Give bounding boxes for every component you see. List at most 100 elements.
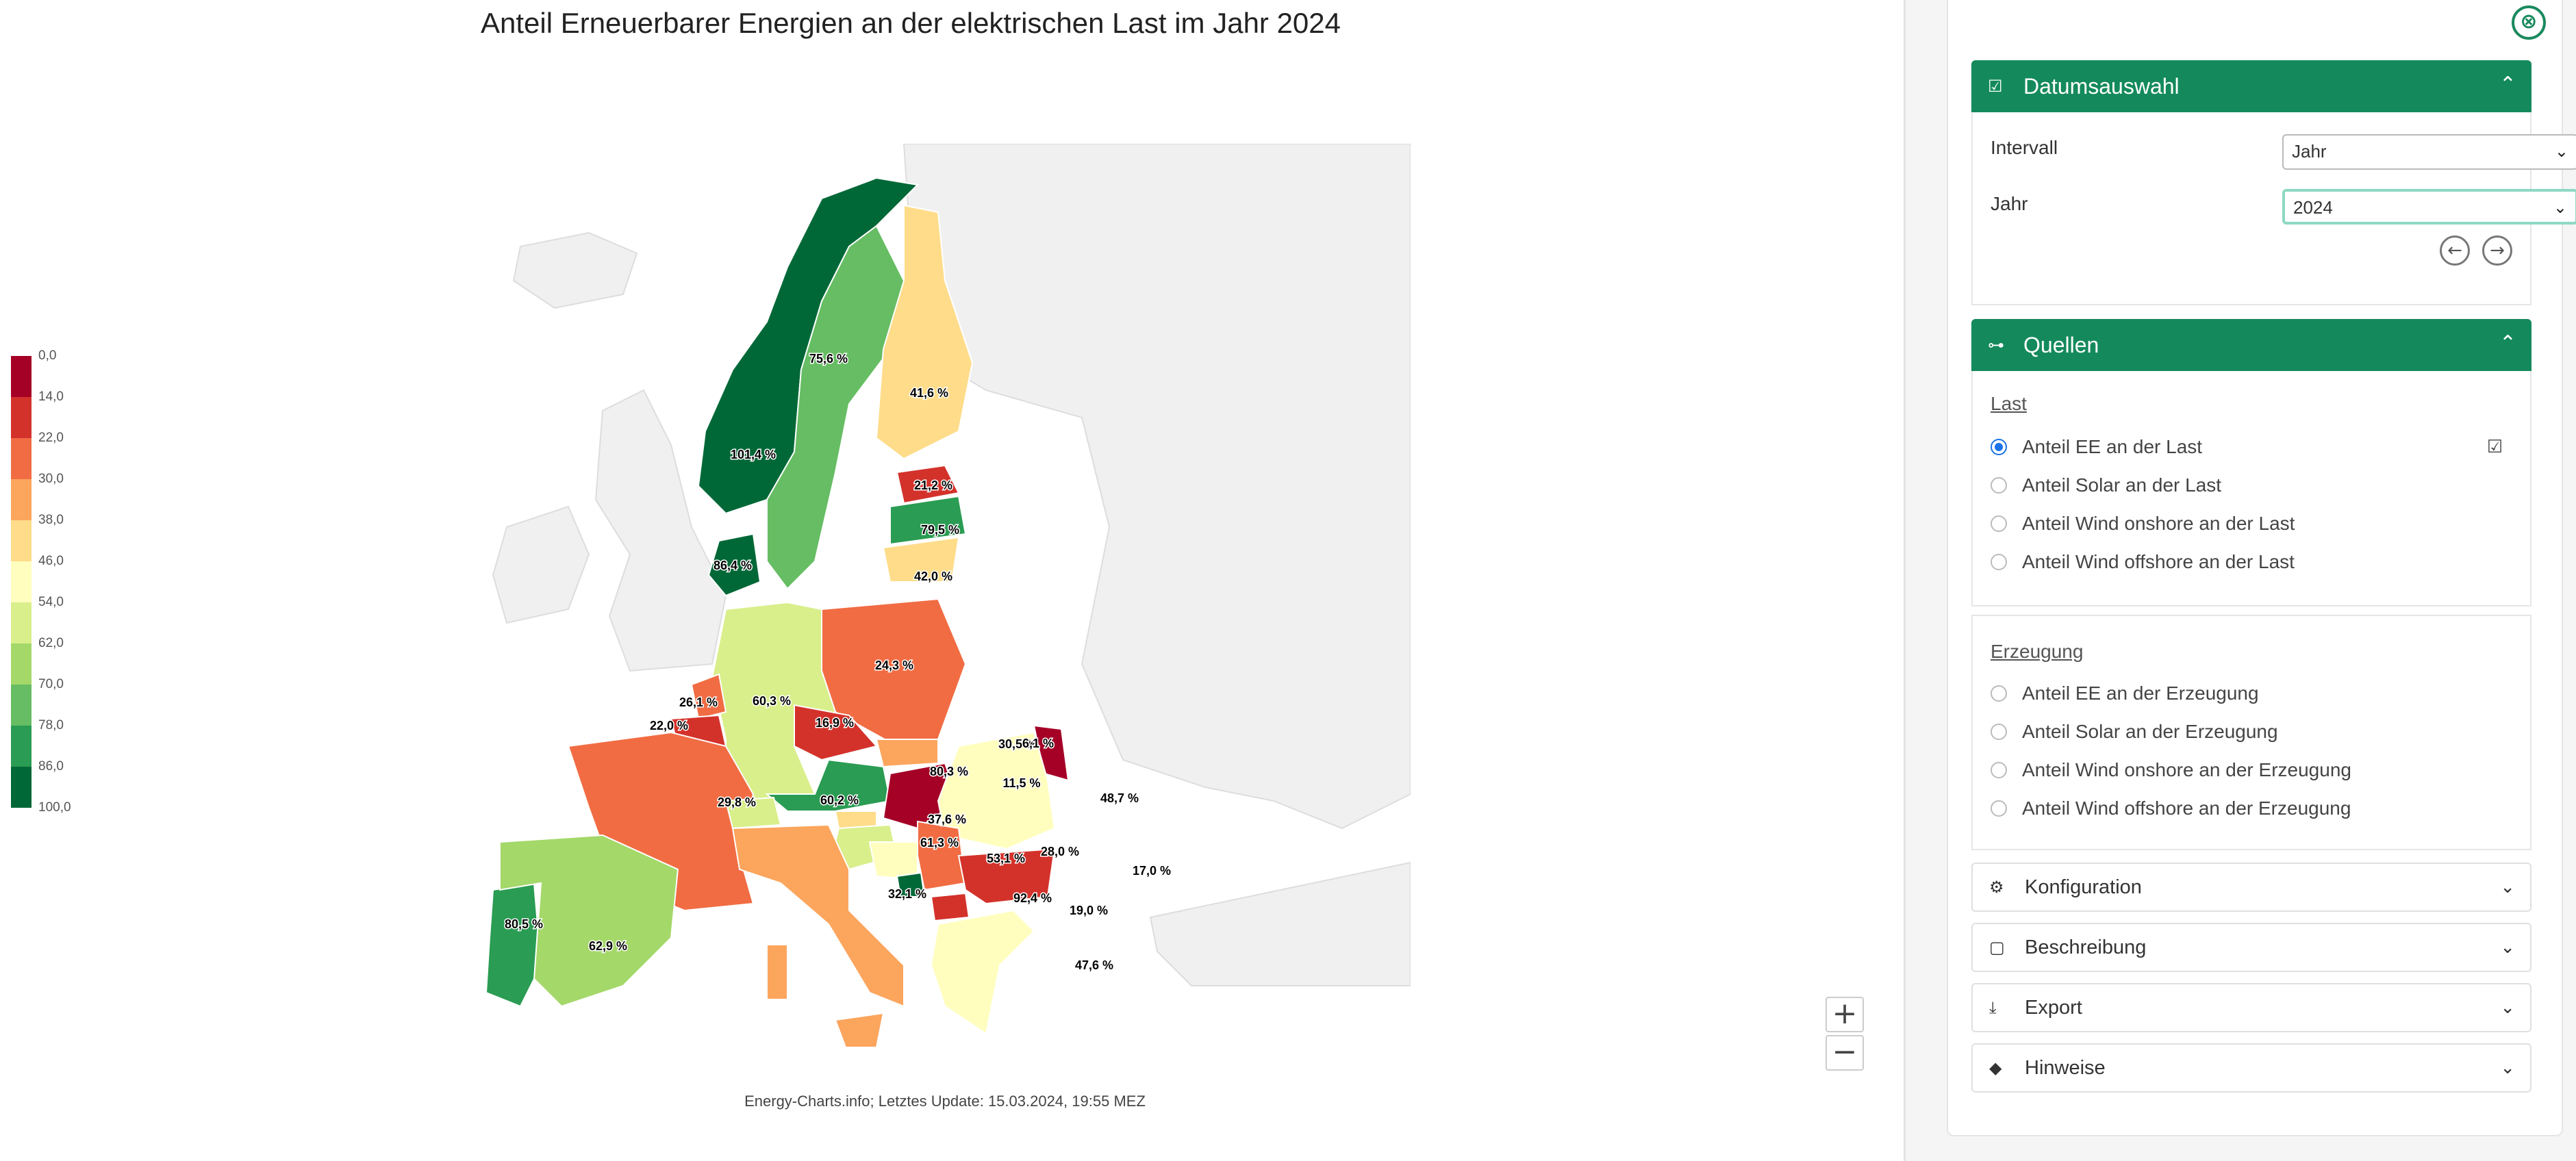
next-arrow-icon[interactable]: →: [2482, 235, 2512, 266]
quellen-last-body: Last Anteil EE an der Last ☑ Anteil Sola…: [1971, 371, 2531, 607]
map-uk: [594, 389, 727, 672]
intervall-select[interactable]: Jahr ⌄: [2282, 134, 2576, 170]
value-austria: 80,3 %: [930, 765, 968, 778]
legend-label: 70,0: [38, 677, 64, 691]
radio-erz-2[interactable]: Anteil Wind onshore an der Erzeugung: [1991, 758, 2351, 782]
chevron-up-icon: ⌃: [2499, 331, 2516, 355]
gears-icon: ⚙: [1989, 878, 2004, 897]
value-bulgaria: 17,0 %: [1133, 864, 1171, 878]
country-bulgaria[interactable]: [957, 847, 1056, 905]
value-romania: 48,7 %: [1100, 791, 1139, 805]
value-netherlands: 26,1 %: [679, 696, 718, 709]
country-latvia[interactable]: [889, 495, 967, 546]
value-macedonia: 19,0 %: [1070, 904, 1108, 917]
beschreibung-accordion[interactable]: ▢ Beschreibung ⌄: [1971, 923, 2531, 972]
value-sweden: 75,6 %: [809, 352, 848, 366]
value-finland: 41,6 %: [910, 386, 948, 400]
value-germany: 60,3 %: [753, 694, 791, 708]
quellen-panel-header[interactable]: ⊶ Quellen ⌃: [1971, 319, 2531, 371]
country-italy-sardinia: [766, 944, 788, 1000]
legend-swatch: [11, 685, 31, 726]
legend-color-bar: [11, 356, 31, 808]
country-montenegro[interactable]: [896, 871, 926, 897]
jahr-select[interactable]: 2024 ⌄: [2282, 189, 2576, 225]
panel-divider[interactable]: [1904, 0, 1906, 1161]
country-austria[interactable]: [765, 758, 892, 812]
country-estonia[interactable]: [896, 464, 960, 505]
country-netherlands[interactable]: [690, 673, 727, 720]
radio-button[interactable]: [1991, 685, 2007, 702]
konfiguration-label: Konfiguration: [2025, 876, 2142, 898]
export-accordion[interactable]: ⤓ Export ⌄: [1971, 983, 2531, 1032]
country-germany[interactable]: [711, 601, 837, 809]
legend-label: 62,0: [38, 636, 64, 650]
country-italy[interactable]: [731, 824, 905, 1008]
value-greece: 47,6 %: [1075, 958, 1113, 972]
datum-panel-header[interactable]: ☑ Datumsauswahl ⌃: [1971, 60, 2531, 112]
country-macedonia[interactable]: [930, 892, 970, 922]
radio-button[interactable]: [1991, 724, 2007, 740]
country-spain[interactable]: [499, 834, 679, 1008]
country-serbia[interactable]: [917, 820, 967, 891]
radio-button[interactable]: [1991, 554, 2007, 570]
value-moldova: 6,1 %: [1022, 737, 1054, 750]
hinweise-accordion[interactable]: ◆ Hinweise ⌄: [1971, 1043, 2531, 1093]
radio-erz-0[interactable]: Anteil EE an der Erzeugung: [1991, 682, 2259, 705]
zoom-in-button[interactable]: +: [1826, 997, 1864, 1032]
country-slovakia[interactable]: [875, 739, 939, 768]
value-norway: 101,4 %: [731, 448, 776, 461]
radio-last-3[interactable]: Anteil Wind offshore an der Last: [1991, 550, 2295, 574]
legend-swatch: [11, 602, 31, 644]
jahr-label: Jahr: [1991, 193, 2028, 214]
quellen-panel-title: Quellen: [2023, 332, 2099, 357]
map-value-labels: 101,4 % 75,6 % 41,6 % 21,2 % 79,5 % 42,0…: [503, 351, 1172, 973]
previous-arrow-icon[interactable]: ←: [2440, 235, 2470, 266]
radio-label: Anteil Solar an der Last: [2022, 474, 2222, 496]
legend-swatch: [11, 726, 31, 767]
value-bosnia: 53,1 %: [987, 852, 1025, 865]
radio-erz-3[interactable]: Anteil Wind offshore an der Erzeugung: [1991, 797, 2351, 820]
radio-last-0[interactable]: Anteil EE an der Last ☑: [1991, 435, 2518, 459]
last-section-title: Last: [1991, 393, 2027, 414]
note-icon: ▢: [1989, 938, 2005, 957]
close-icon[interactable]: ⊗: [2512, 5, 2546, 40]
radio-last-2[interactable]: Anteil Wind onshore an der Last: [1991, 512, 2295, 535]
value-france: 29,8 %: [718, 795, 756, 809]
hinweise-label: Hinweise: [2025, 1056, 2106, 1079]
country-denmark[interactable]: [707, 533, 761, 597]
zoom-out-button[interactable]: −: [1826, 1035, 1864, 1071]
radio-button[interactable]: [1991, 800, 2007, 817]
legend-label: 78,0: [38, 718, 64, 732]
radio-label: Anteil EE an der Erzeugung: [2022, 682, 2259, 704]
jahr-select-value: 2024: [2293, 197, 2333, 218]
intervall-select-value: Jahr: [2292, 141, 2327, 162]
radio-button[interactable]: [1991, 762, 2007, 778]
radio-button[interactable]: [1991, 515, 2007, 532]
radio-button-selected[interactable]: [1991, 439, 2007, 455]
country-romania[interactable]: [937, 731, 1056, 850]
country-finland[interactable]: [875, 204, 974, 460]
radio-last-1[interactable]: Anteil Solar an der Last: [1991, 474, 2221, 497]
calendar-check-icon[interactable]: ☑: [2486, 437, 2503, 457]
country-greece[interactable]: [930, 909, 1035, 1035]
value-czechia: 16,9 %: [816, 716, 854, 730]
konfiguration-accordion[interactable]: ⚙ Konfiguration ⌄: [1971, 863, 2531, 912]
radio-erz-1[interactable]: Anteil Solar an der Erzeugung: [1991, 720, 2278, 743]
map-turkey: [1149, 861, 1411, 986]
value-estonia: 21,2 %: [914, 479, 952, 492]
country-switzerland[interactable]: [724, 796, 782, 830]
country-lithuania[interactable]: [882, 536, 960, 583]
legend-swatch: [11, 356, 31, 398]
legend-label: 100,0: [38, 800, 71, 815]
country-portugal[interactable]: [485, 882, 542, 1008]
value-lithuania: 42,0 %: [914, 570, 952, 583]
europe-map[interactable]: 101,4 % 75,6 % 41,6 % 21,2 % 79,5 % 42,0…: [466, 143, 1411, 1088]
country-czechia[interactable]: [794, 704, 878, 761]
legend-label: 38,0: [38, 513, 64, 527]
legend-label: 22,0: [38, 431, 64, 445]
color-legend: 0,0 14,0 22,0 30,0 38,0 46,0 54,0 62,0 70,0 78,0 8…: [11, 348, 100, 815]
radio-button[interactable]: [1991, 477, 2007, 494]
map-svg[interactable]: 101,4 % 75,6 % 41,6 % 21,2 % 79,5 % 42,0…: [466, 143, 1411, 1088]
legend-label: 46,0: [38, 554, 64, 568]
legend-swatch: [11, 561, 31, 603]
